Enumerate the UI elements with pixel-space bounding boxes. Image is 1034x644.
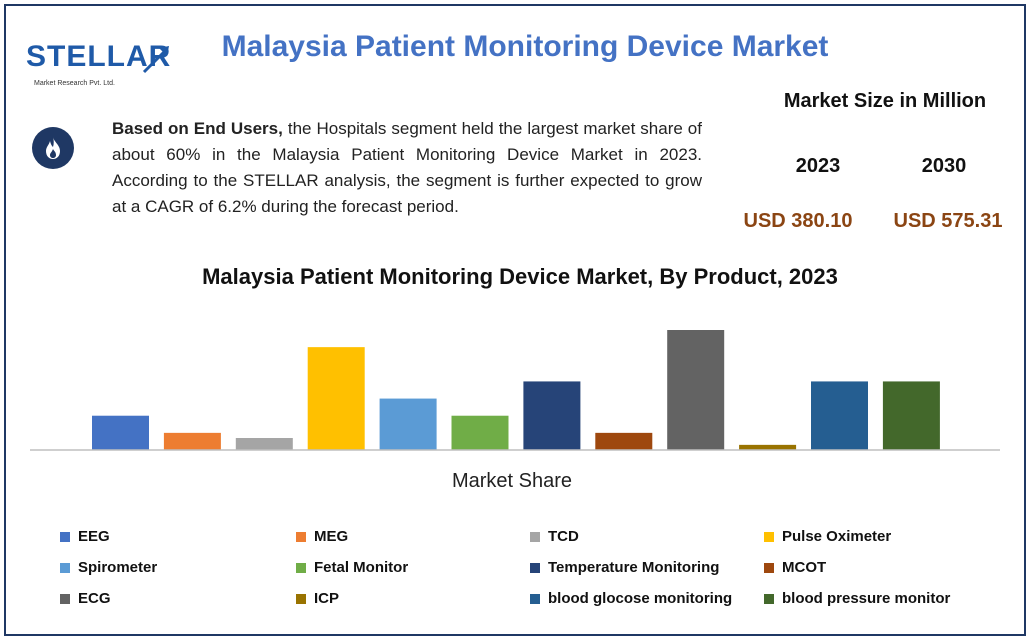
legend-item: blood pressure monitor bbox=[764, 590, 950, 607]
legend-swatch bbox=[296, 531, 306, 542]
legend-swatch bbox=[764, 593, 774, 604]
legend-swatch bbox=[530, 593, 540, 604]
legend-swatch bbox=[764, 562, 774, 573]
logo-graphic bbox=[142, 46, 169, 74]
legend-item: Temperature Monitoring bbox=[530, 559, 719, 576]
legend-label: ICP bbox=[314, 590, 340, 607]
summary-body: the Hospitals segment held the largest m… bbox=[112, 119, 702, 216]
x-axis-label: Market Share bbox=[451, 470, 573, 492]
legend-label: blood pressure monitor bbox=[782, 590, 951, 607]
bar-icp bbox=[739, 444, 797, 450]
bar-tcd bbox=[235, 438, 293, 450]
bar-temperature-monitoring bbox=[523, 381, 581, 450]
logo-text: STELLAR bbox=[26, 40, 172, 73]
chart-title: Malaysia Patient Monitoring Device Marke… bbox=[202, 264, 838, 289]
legend-label: Fetal Monitor bbox=[314, 559, 409, 576]
legend-item: Fetal Monitor bbox=[296, 559, 408, 576]
legend-label: TCD bbox=[548, 528, 579, 545]
bar-blood-glocose-monitoring bbox=[811, 381, 868, 450]
legend-item: MEG bbox=[296, 528, 348, 545]
legend-item: Spirometer bbox=[60, 559, 157, 576]
legend-swatch bbox=[60, 593, 70, 604]
market-size-title: Market Size in Million bbox=[783, 90, 987, 112]
legend-item: ECG bbox=[60, 590, 111, 607]
bar-blood-pressure-monitor bbox=[882, 381, 940, 450]
legend-label: Pulse Oximeter bbox=[782, 528, 892, 545]
year-2030: 2030 bbox=[921, 155, 967, 177]
legend-item: MCOT bbox=[764, 559, 826, 576]
legend-swatch bbox=[764, 531, 774, 542]
legend-swatch bbox=[530, 531, 540, 542]
legend-label: EEG bbox=[78, 528, 110, 545]
bar-spirometer bbox=[379, 398, 437, 450]
flame-icon bbox=[32, 127, 74, 169]
value-2030: USD 575.31 bbox=[893, 210, 1003, 232]
bar-mcot bbox=[595, 432, 653, 450]
year-2023: 2023 bbox=[795, 155, 841, 177]
legend-item: ICP bbox=[296, 590, 339, 607]
legend-item: EEG bbox=[60, 528, 110, 545]
frame-border bbox=[4, 4, 1026, 636]
bar-ecg bbox=[667, 330, 725, 450]
legend-label: MCOT bbox=[782, 559, 827, 576]
legend-swatch bbox=[296, 562, 306, 573]
summary-text: Based on End Users, the Hospitals segmen… bbox=[112, 116, 702, 220]
legend-swatch bbox=[60, 531, 70, 542]
legend-item: TCD bbox=[530, 528, 579, 545]
legend-label: Spirometer bbox=[78, 559, 158, 576]
logo-subtitle: Market Research Pvt. Ltd. bbox=[34, 80, 115, 87]
legend-label: ECG bbox=[78, 590, 111, 607]
bar-chart bbox=[30, 330, 1000, 451]
legend-item: blood glocose monitoring bbox=[530, 590, 732, 607]
value-2023: USD 380.10 bbox=[743, 210, 853, 232]
bar-fetal-monitor bbox=[451, 415, 509, 450]
bar-meg bbox=[163, 432, 221, 450]
legend-label: MEG bbox=[314, 528, 349, 545]
legend-label: blood glocose monitoring bbox=[548, 590, 733, 607]
legend-swatch bbox=[296, 593, 306, 604]
summary-lead: Based on End Users, bbox=[112, 119, 283, 138]
legend-label: Temperature Monitoring bbox=[548, 559, 720, 576]
page-title: Malaysia Patient Monitoring Device Marke… bbox=[221, 30, 829, 63]
legend-item: Pulse Oximeter bbox=[764, 528, 891, 545]
bar-pulse-oximeter bbox=[307, 347, 365, 450]
legend-swatch bbox=[530, 562, 540, 573]
stellar-logo: STELLAR Market Research Pvt. Ltd. bbox=[26, 40, 176, 96]
bar-eeg bbox=[92, 415, 149, 450]
legend-swatch bbox=[60, 562, 70, 573]
